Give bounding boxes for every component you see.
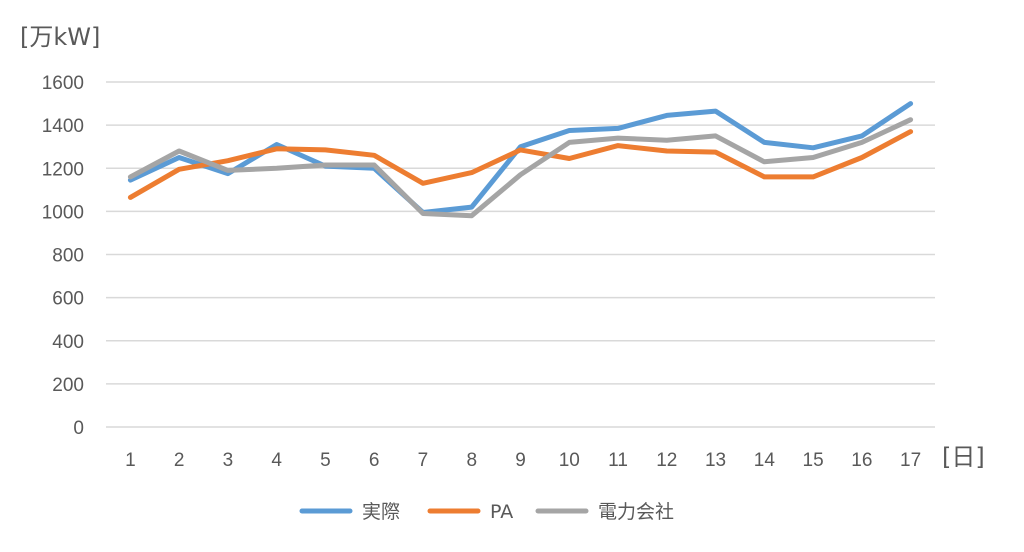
y-tick-label: 0 xyxy=(73,418,84,439)
y-axis-unit-label: [万kW] xyxy=(20,23,100,51)
x-tick-label: 8 xyxy=(466,450,477,471)
x-tick-label: 4 xyxy=(271,450,282,471)
y-tick-label: 200 xyxy=(52,375,84,396)
y-tick-labels: 0 200 400 600 800 1000 1200 1400 1600 xyxy=(42,73,84,439)
x-tick-label: 11 xyxy=(608,450,628,471)
x-tick-label: 1 xyxy=(125,450,136,471)
x-tick-label: 12 xyxy=(656,450,677,471)
x-tick-label: 16 xyxy=(851,450,872,471)
y-tick-label: 800 xyxy=(52,246,84,267)
x-tick-label: 10 xyxy=(559,450,580,471)
x-tick-labels: 1 2 3 4 5 6 7 8 9 10 11 12 13 14 15 16 17 xyxy=(125,450,921,471)
x-tick-label: 14 xyxy=(754,450,776,471)
y-tick-label: 600 xyxy=(52,289,84,310)
x-tick-label: 3 xyxy=(223,450,234,471)
x-tick-label: 13 xyxy=(705,450,726,471)
x-tick-label: 17 xyxy=(900,450,921,471)
legend: 実際 PA 電力会社 xyxy=(299,501,674,523)
y-tick-label: 1400 xyxy=(42,116,84,137)
x-tick-label: 2 xyxy=(174,450,185,471)
x-tick-label: 15 xyxy=(803,450,824,471)
legend-label-2: PA xyxy=(490,501,513,523)
grid-lines xyxy=(106,81,935,428)
series-line-3 xyxy=(127,117,914,219)
x-tick-label: 9 xyxy=(515,450,526,471)
x-tick-label: 5 xyxy=(320,450,331,471)
y-tick-label: 1600 xyxy=(42,73,84,94)
x-axis-unit-label: [日] xyxy=(942,443,985,471)
y-tick-label: 1000 xyxy=(42,202,84,223)
x-tick-label: 7 xyxy=(418,450,429,471)
x-tick-label: 6 xyxy=(369,450,380,471)
series-lines xyxy=(127,101,914,219)
y-tick-label: 400 xyxy=(52,332,84,353)
legend-label-3: 電力会社 xyxy=(598,501,674,523)
legend-label-1: 実際 xyxy=(362,501,400,523)
series-line-2 xyxy=(127,129,914,200)
y-tick-label: 1200 xyxy=(42,159,84,180)
